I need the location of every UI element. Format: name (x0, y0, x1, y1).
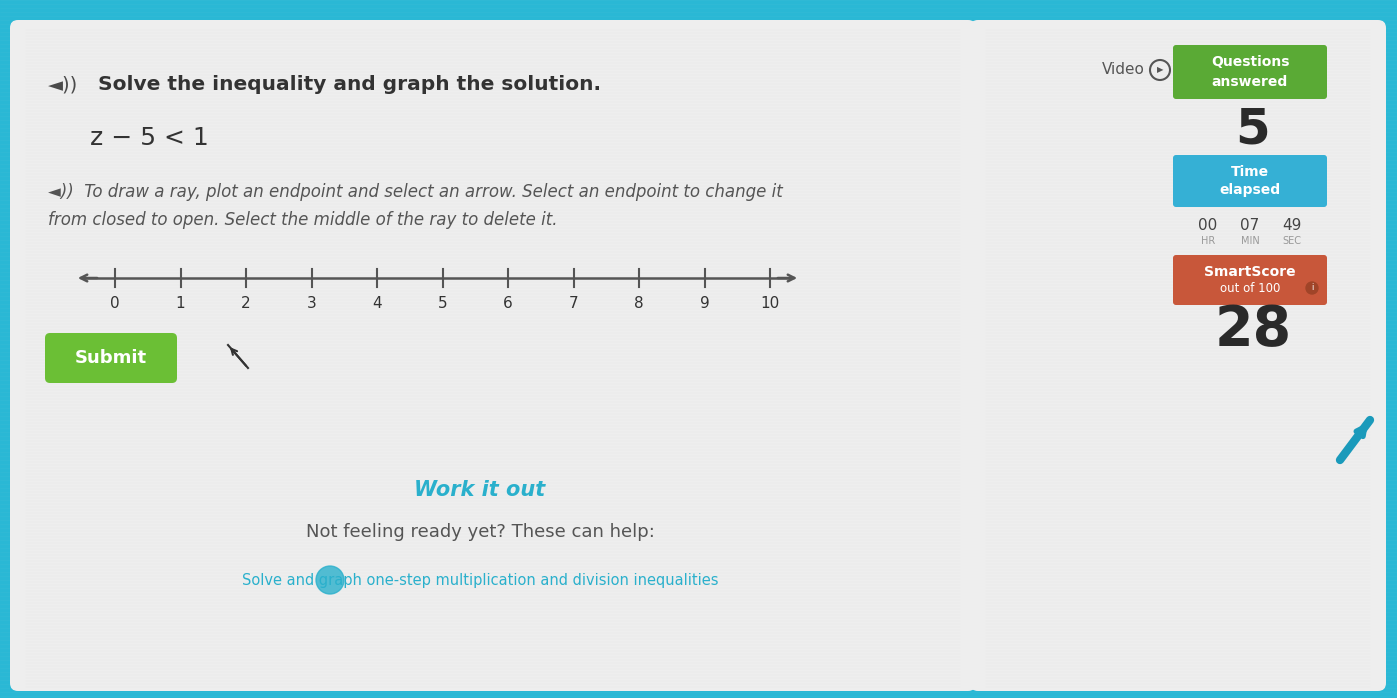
Text: MIN: MIN (1241, 236, 1259, 246)
Circle shape (316, 566, 344, 594)
Text: z − 5 < 1: z − 5 < 1 (89, 126, 208, 150)
Text: Solve and graph one-step multiplication and division inequalities: Solve and graph one-step multiplication … (242, 572, 718, 588)
Text: Submit: Submit (75, 349, 147, 367)
Text: Video: Video (1102, 63, 1144, 77)
Text: 00: 00 (1199, 218, 1218, 232)
Text: SmartScore: SmartScore (1204, 265, 1296, 279)
Text: 1: 1 (176, 297, 186, 311)
Text: 4: 4 (372, 297, 381, 311)
FancyBboxPatch shape (10, 20, 977, 691)
Text: HR: HR (1201, 236, 1215, 246)
Text: ◄)): ◄)) (47, 75, 78, 94)
Text: 7: 7 (569, 297, 578, 311)
Text: Questions
answered: Questions answered (1211, 55, 1289, 89)
Text: 6: 6 (503, 297, 513, 311)
Text: Work it out: Work it out (415, 480, 546, 500)
Text: 3: 3 (306, 297, 316, 311)
Text: 49: 49 (1282, 218, 1302, 232)
Text: ▶: ▶ (1157, 66, 1164, 75)
Text: SEC: SEC (1282, 236, 1302, 246)
Text: Time
elapsed: Time elapsed (1220, 165, 1281, 198)
FancyBboxPatch shape (1173, 255, 1327, 305)
Text: 5: 5 (1235, 106, 1270, 154)
Text: 0: 0 (110, 297, 120, 311)
Text: 28: 28 (1214, 303, 1292, 357)
Text: 07: 07 (1241, 218, 1260, 232)
Text: ◄))  To draw a ray, plot an endpoint and select an arrow. Select an endpoint to : ◄)) To draw a ray, plot an endpoint and … (47, 183, 782, 201)
Text: i: i (1310, 283, 1313, 292)
Text: Solve the inequality and graph the solution.: Solve the inequality and graph the solut… (98, 75, 601, 94)
FancyBboxPatch shape (1173, 45, 1327, 99)
Circle shape (1306, 282, 1317, 294)
Text: 5: 5 (437, 297, 447, 311)
Text: 10: 10 (760, 297, 780, 311)
FancyBboxPatch shape (45, 333, 177, 383)
Text: 8: 8 (634, 297, 644, 311)
Text: Not feeling ready yet? These can help:: Not feeling ready yet? These can help: (306, 523, 654, 541)
Text: out of 100: out of 100 (1220, 281, 1280, 295)
Text: 2: 2 (242, 297, 251, 311)
FancyBboxPatch shape (1173, 155, 1327, 207)
Text: from closed to open. Select the middle of the ray to delete it.: from closed to open. Select the middle o… (47, 211, 557, 229)
Text: 9: 9 (700, 297, 710, 311)
FancyBboxPatch shape (970, 20, 1386, 691)
